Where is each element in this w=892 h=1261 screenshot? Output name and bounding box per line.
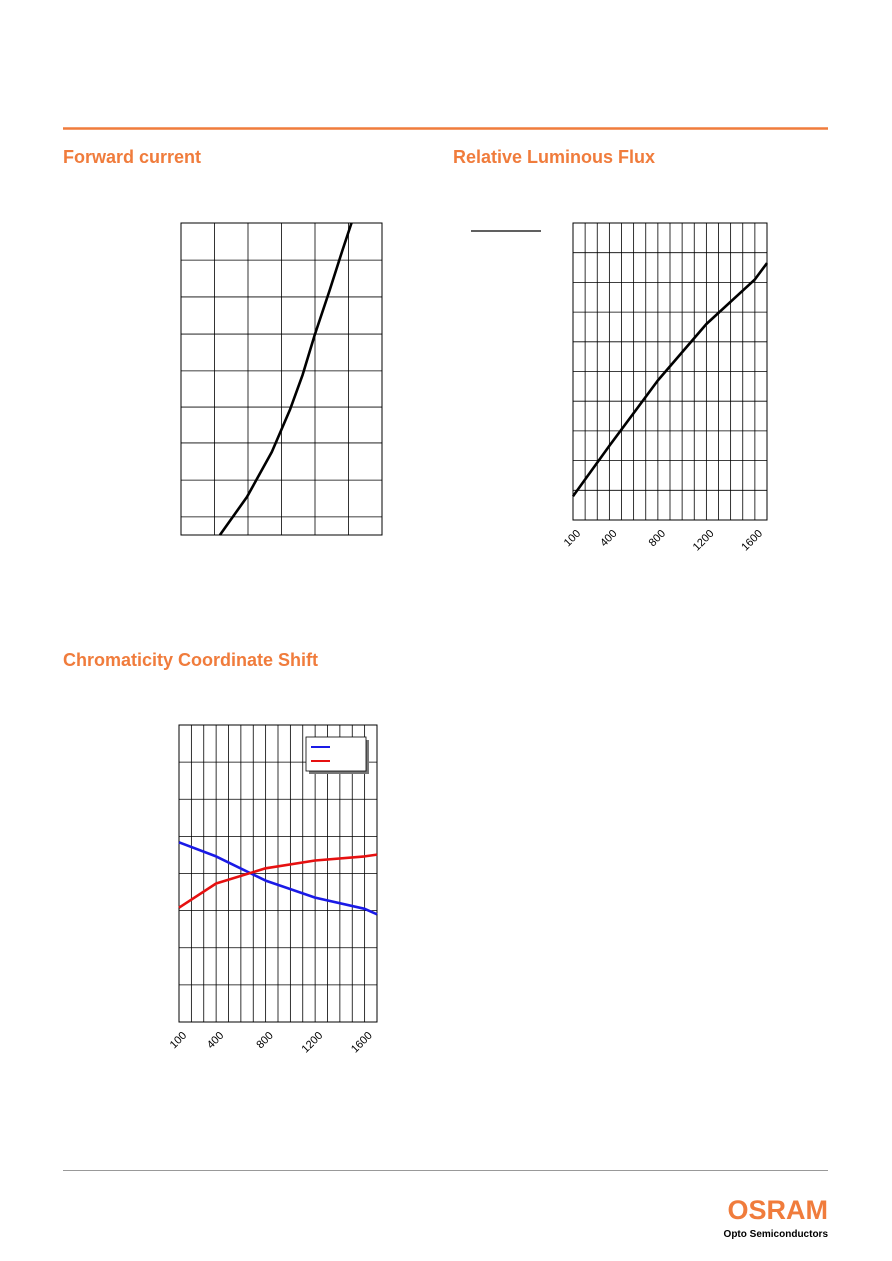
chart-title: Relative Luminous Flux	[453, 147, 655, 167]
curve	[218, 222, 353, 536]
chart-title: Chromaticity Coordinate Shift	[63, 650, 318, 670]
x-tick-label: 1600	[739, 528, 765, 554]
curve	[571, 262, 769, 497]
chart-title: Forward current	[63, 147, 201, 167]
plot-frame	[178, 724, 378, 1023]
x-tick-label: 100	[562, 528, 583, 549]
plot-frame	[180, 222, 383, 536]
x-tick-label: 100	[168, 1030, 189, 1051]
plot-frame	[572, 222, 768, 521]
x-tick-label: 1200	[300, 1030, 326, 1056]
logo-tagline: Opto Semiconductors	[724, 1229, 829, 1240]
legend	[305, 736, 367, 772]
logo-brand: OSRAM	[728, 1195, 829, 1225]
curve	[178, 841, 378, 916]
x-tick-label: 400	[598, 528, 619, 549]
x-tick-label: 800	[254, 1030, 275, 1051]
x-tick-label: 800	[647, 528, 668, 549]
x-tick-label: 400	[205, 1030, 226, 1051]
x-tick-label: 1600	[349, 1030, 375, 1056]
curve	[178, 853, 378, 909]
x-tick-label: 1200	[691, 528, 717, 554]
